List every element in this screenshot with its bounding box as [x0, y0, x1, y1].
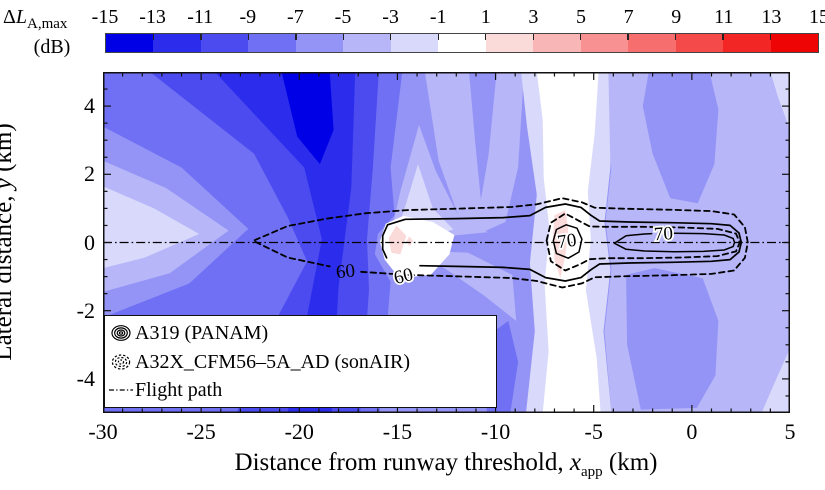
contour-band	[103, 186, 200, 269]
contour-band	[642, 72, 719, 204]
colorbar-tick-label: -5	[334, 6, 352, 28]
colorbar-tick-label: 5	[576, 6, 586, 28]
colorbar-title-line1: ΔLA,max	[3, 6, 68, 32]
legend-item-panam: A319 (PANAM)	[108, 320, 493, 346]
colorbar-tick	[152, 34, 155, 40]
colorbar-tick-labels: -15 -13 -11 -9 -7 -5 -3 -1 1 3 5 7 9 11 13 15	[92, 6, 825, 30]
plot-frame	[103, 72, 790, 413]
colorbar-tick-label: 3	[528, 6, 539, 28]
contour-70-solid	[613, 232, 736, 253]
contour-60-solid	[381, 203, 743, 282]
dash-dot-line-icon	[108, 377, 134, 403]
y-tick-label: -4	[76, 365, 95, 391]
colorbar-segment	[485, 34, 534, 52]
colorbar-tick-label: 15	[809, 6, 825, 28]
colorbar-segment	[580, 34, 629, 52]
colorbar-tick	[674, 34, 677, 40]
colorbar-tick	[390, 34, 392, 40]
colorbar-segment	[723, 34, 771, 52]
colorbar-tick-label: -11	[187, 6, 214, 28]
y-tick-label: 2	[84, 161, 95, 187]
contour-band	[770, 72, 790, 130]
x-tick-label: -10	[480, 419, 511, 444]
colorbar-segment	[248, 34, 296, 52]
colorbar-tick-label: 9	[671, 6, 682, 28]
contour-rings-solid-icon	[108, 320, 134, 346]
contour-band	[552, 210, 569, 279]
colorbar-segment	[106, 34, 154, 52]
colorbar-tick	[769, 34, 772, 40]
contour-label-70: 70	[556, 230, 578, 253]
colorbar-tick	[627, 34, 629, 40]
x-tick-label: -20	[284, 419, 314, 444]
colorbar-segment	[390, 34, 439, 52]
colorbar-segment	[343, 34, 391, 52]
colorbar-tick	[247, 34, 250, 40]
colorbar-segment	[200, 34, 249, 52]
colorbar-segment	[438, 34, 486, 52]
contour-band	[424, 72, 524, 232]
colorbar-tick	[722, 34, 724, 40]
colorbar-tick-label: -9	[239, 6, 257, 28]
contour-band	[761, 348, 790, 413]
legend-label: Flight path	[135, 379, 223, 402]
x-tick-label: -15	[382, 419, 413, 444]
colorbar-tick-label: -13	[139, 6, 166, 28]
colorbar-tick	[200, 34, 202, 40]
legend-item-sonair: A32X_CFM56–5A_AD (sonAIR)	[108, 349, 493, 375]
colorbar-title-unit: (dB)	[33, 36, 71, 58]
colorbar-tick-label: 1	[480, 6, 491, 28]
colorbar-segment	[533, 34, 581, 52]
y-tick-label: -2	[76, 297, 95, 323]
colorbar-tick-label: -3	[382, 6, 399, 28]
colorbar-tick	[342, 34, 344, 40]
colorbar-tick-label: -1	[429, 6, 447, 28]
contour-label-60: 60	[335, 260, 356, 283]
y-tick-label: 4	[84, 93, 95, 119]
legend-label: A319 (PANAM)	[135, 321, 269, 344]
colorbar-tick	[485, 34, 487, 40]
colorbar-tick	[295, 34, 297, 40]
contour-60-dashed	[252, 197, 749, 289]
contour-lines	[252, 197, 749, 289]
colorbar-segment	[628, 34, 676, 52]
colorbar-tick	[437, 34, 439, 40]
contour-band	[406, 236, 414, 247]
x-tick-label: -5	[584, 419, 603, 444]
colorbar-tick-label: -15	[91, 6, 119, 28]
x-tick-label: -25	[186, 419, 216, 444]
legend-label: A32X_CFM56–5A_AD (sonAIR)	[135, 350, 411, 373]
contour-70-dashed	[545, 212, 741, 272]
contour-label-70: 70	[653, 223, 673, 245]
contour-band	[281, 72, 334, 165]
colorbar-tick	[532, 34, 534, 40]
x-tick-label: 5	[784, 419, 796, 444]
colorbar	[105, 33, 819, 53]
contour-band	[469, 72, 497, 200]
colorbar-segment	[770, 34, 818, 52]
colorbar-tick	[580, 34, 582, 40]
x-tick-label: -30	[88, 419, 118, 444]
colorbar-tick-label: 7	[623, 6, 634, 28]
colorbar-segment	[295, 34, 344, 52]
contour-rings-dashed-icon	[108, 349, 134, 375]
contour-70-solid	[552, 224, 583, 259]
colorbar-segment	[153, 34, 201, 52]
y-tick-label: 0	[84, 229, 95, 255]
legend: A319 (PANAM) A32X_CFM56–5A_AD (sonAIR) F…	[104, 315, 497, 408]
contour-band	[388, 225, 407, 255]
colorbar-tick-label: 13	[761, 6, 782, 28]
legend-item-flight-path: Flight path	[108, 377, 493, 403]
x-tick-label: 0	[686, 419, 698, 444]
colorbar-tick-label: 11	[714, 6, 734, 28]
colorbar-tick-label: -7	[287, 6, 304, 28]
contour-band	[626, 268, 719, 410]
x-axis-title: Distance from runway threshold, xapp (km…	[234, 449, 658, 480]
colorbar-title: ΔLA,max (dB)	[1, 6, 103, 59]
colorbar-segment	[675, 34, 724, 52]
